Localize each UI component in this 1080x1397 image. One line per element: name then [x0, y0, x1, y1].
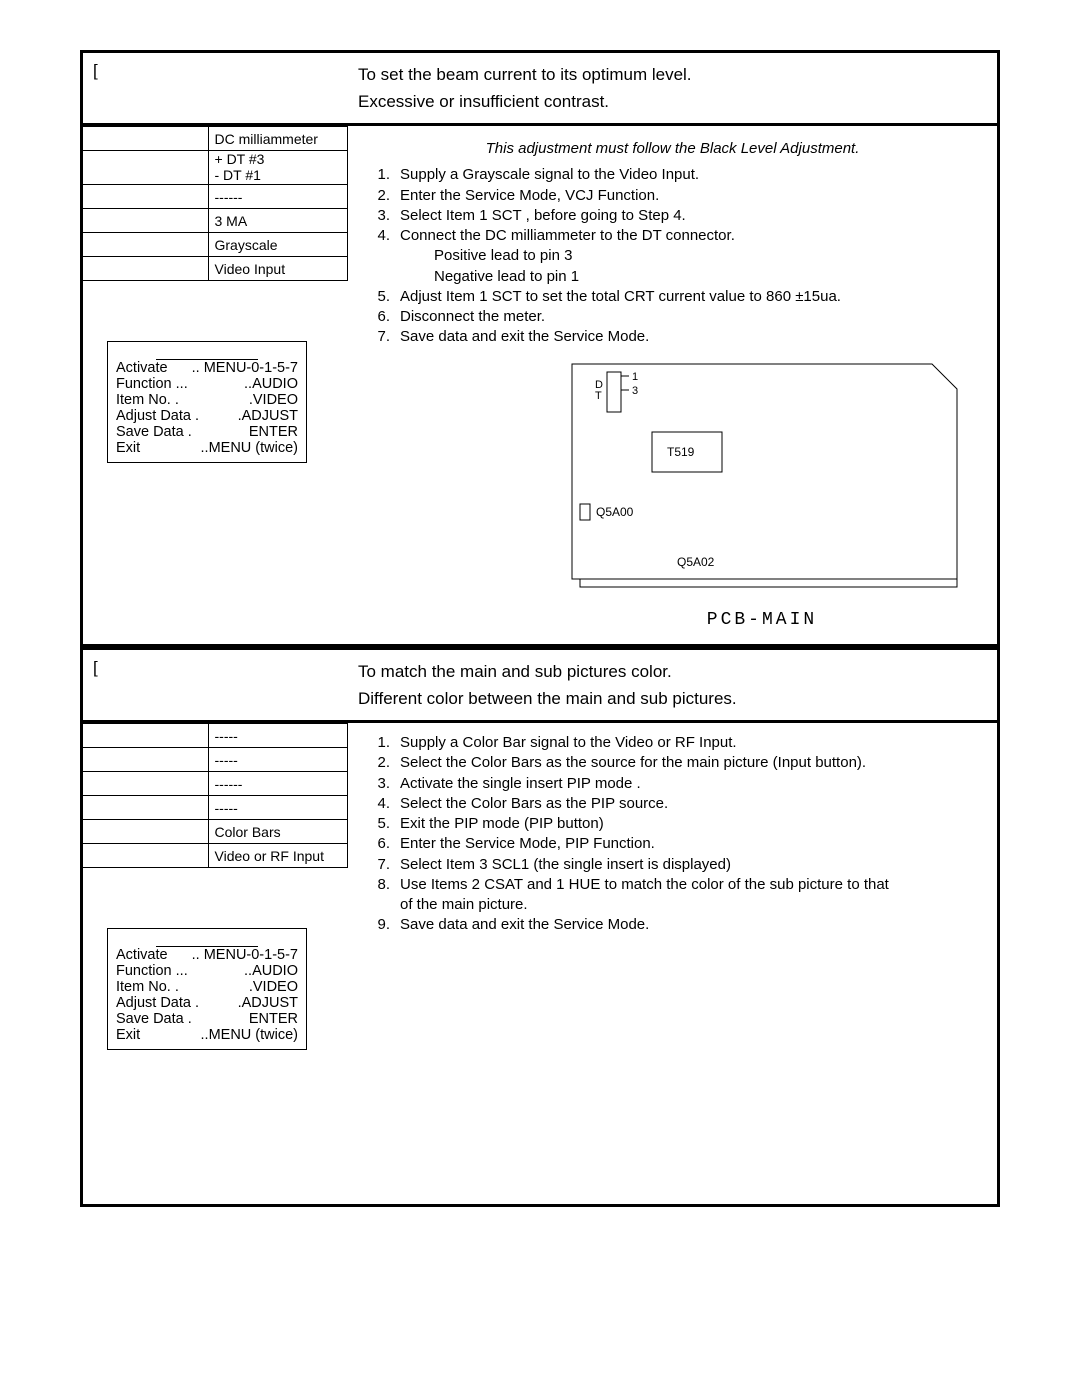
pin1-label: 1	[632, 371, 638, 383]
table-row: -----	[83, 748, 348, 772]
service-mode-box-2: Activate.. MENU-0-1-5-7 Function .....AU…	[107, 928, 307, 1050]
pcb-diagram: 1 3 D T T519 Q5A00 Q5A02 PCB-MAIN	[562, 354, 983, 630]
q5a00-label: Q5A00	[596, 505, 634, 519]
section-1-header: [ To set the beam current to its optimum…	[83, 53, 997, 126]
section-1-right: This adjustment must follow the Black Le…	[348, 126, 997, 643]
equipment-table-1: DC milliammeter + DT #3 - DT #1 ------ 3…	[83, 126, 348, 281]
service-mode-box-1: Activate.. MENU-0-1-5-7 Function .....AU…	[107, 341, 307, 463]
section-1-left: DC milliammeter + DT #3 - DT #1 ------ 3…	[83, 126, 348, 643]
section-1: [ To set the beam current to its optimum…	[80, 50, 1000, 647]
section-1-header-left: [	[83, 53, 348, 123]
table-row: ------	[83, 772, 348, 796]
table-row: DC milliammeter	[83, 127, 348, 151]
purpose-text: To set the beam current to its optimum l…	[358, 61, 987, 88]
t519-label: T519	[667, 445, 695, 459]
table-row: -----	[83, 796, 348, 820]
sm-title	[116, 346, 298, 360]
section-2-header-left: [	[83, 650, 348, 720]
pin3-label: 3	[632, 385, 638, 397]
symptom-text: Excessive or insufficient contrast.	[358, 88, 987, 115]
section-2-header: [ To match the main and sub pictures col…	[83, 650, 997, 723]
symptom-text: Different color between the main and sub…	[358, 685, 987, 712]
table-row: Grayscale	[83, 233, 348, 257]
section-1-header-right: To set the beam current to its optimum l…	[348, 53, 997, 123]
section-2-left: ----- ----- ------ ----- Color Bars Vide…	[83, 723, 348, 1072]
table-row: ------	[83, 185, 348, 209]
table-row: 3 MA	[83, 209, 348, 233]
pcb-svg: 1 3 D T T519 Q5A00 Q5A02	[562, 354, 962, 604]
steps-list-2: 1.Supply a Color Bar signal to the Video…	[368, 733, 983, 936]
note-italic: This adjustment must follow the Black Le…	[362, 140, 983, 157]
table-row: Color Bars	[83, 820, 348, 844]
pcb-main-label: PCB-MAIN	[562, 610, 962, 630]
section-2-header-right: To match the main and sub pictures color…	[348, 650, 997, 720]
steps-list-1: 1.Supply a Grayscale signal to the Video…	[368, 165, 983, 347]
sm-title	[116, 933, 298, 947]
section-2: [ To match the main and sub pictures col…	[80, 647, 1000, 1207]
equipment-table-2: ----- ----- ------ ----- Color Bars Vide…	[83, 723, 348, 868]
q5a02-label: Q5A02	[677, 555, 715, 569]
purpose-text: To match the main and sub pictures color…	[358, 658, 987, 685]
section-1-body: DC milliammeter + DT #3 - DT #1 ------ 3…	[83, 126, 997, 643]
table-row: -----	[83, 724, 348, 748]
section-2-right: 1.Supply a Color Bar signal to the Video…	[348, 723, 997, 1072]
section-2-body: ----- ----- ------ ----- Color Bars Vide…	[83, 723, 997, 1072]
svg-text:T: T	[595, 390, 602, 402]
table-row: + DT #3 - DT #1	[83, 151, 348, 185]
table-row: Video Input	[83, 257, 348, 281]
table-row: Video or RF Input	[83, 844, 348, 868]
